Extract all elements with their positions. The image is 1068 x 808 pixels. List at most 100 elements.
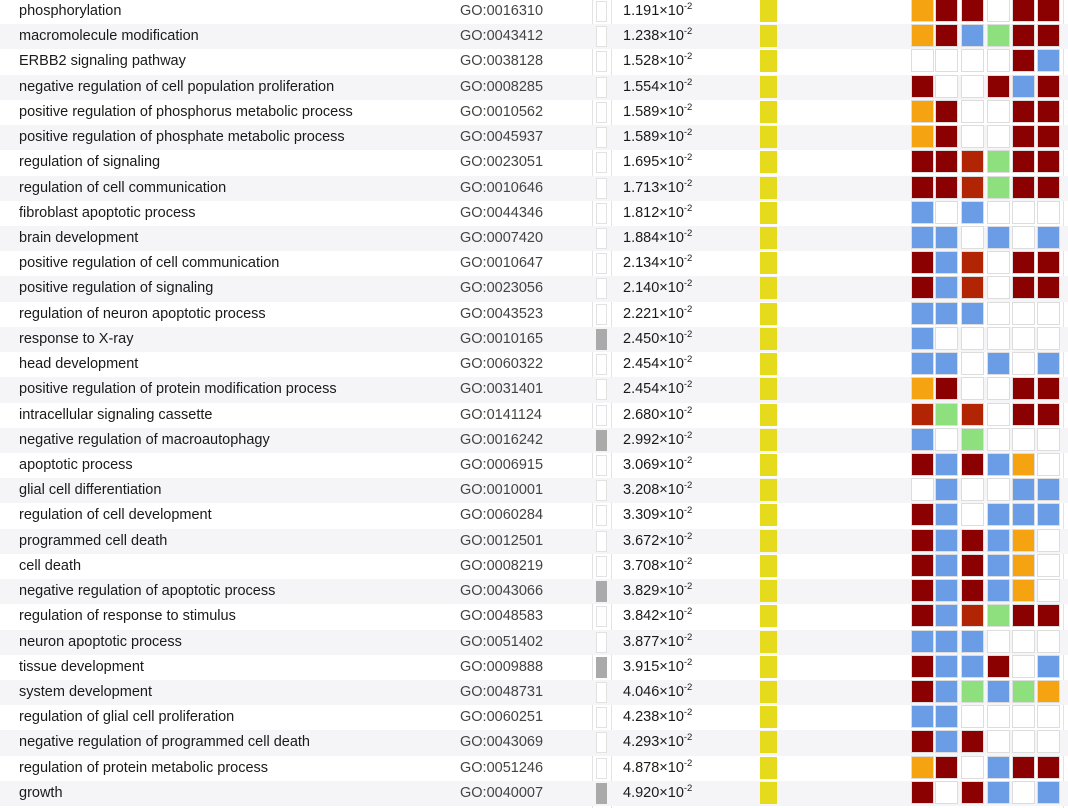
table-row[interactable]: positive regulation of signaling GO:00230… — [0, 276, 1068, 302]
heatmap-cell — [911, 705, 934, 729]
significance-indicator — [596, 278, 607, 300]
table-row[interactable]: ERBB2 signaling pathway GO:0038128 1.528×1… — [0, 49, 1068, 74]
heatmap-cell — [961, 301, 984, 325]
table-row[interactable]: head development GO:0060322 2.454×10-2 — [0, 352, 1068, 377]
table-row[interactable]: cell death GO:0008219 3.708×10-2 — [0, 553, 1068, 579]
go-id: GO:0043069 — [460, 734, 544, 751]
table-row[interactable]: positive regulation of protein modificat… — [0, 377, 1068, 403]
significance-indicator — [596, 101, 607, 123]
heatmap-cell — [987, 629, 1010, 653]
significance-indicator — [596, 429, 607, 451]
significance-indicator — [596, 404, 607, 426]
heatmap-cell — [1012, 478, 1035, 502]
go-term-name: regulation of response to stimulus — [19, 608, 236, 625]
p-value-mantissa: 1.191×10 — [623, 3, 684, 19]
heatmap-cell — [1037, 553, 1060, 577]
table-row[interactable]: programmed cell death GO:0012501 3.672×10-… — [0, 528, 1068, 554]
significance-indicator — [596, 76, 607, 98]
table-row[interactable]: negative regulation of apoptotic process… — [0, 579, 1068, 605]
table-row[interactable]: positive regulation of phosphorus metabo… — [0, 99, 1068, 125]
significance-indicator — [596, 681, 607, 703]
table-row[interactable]: system development GO:0048731 4.046×10-2 — [0, 679, 1068, 706]
p-value: 2.221×10-2 — [623, 302, 692, 327]
table-row[interactable]: brain development GO:0007420 1.884×10-2 — [0, 225, 1068, 252]
p-value: 1.589×10-2 — [623, 125, 692, 150]
enrichment-bar — [760, 50, 777, 73]
significance-indicator — [596, 177, 607, 199]
heatmap-cell — [961, 730, 984, 754]
table-row[interactable]: regulation of cell communication GO:00106… — [0, 175, 1068, 201]
table-row[interactable]: intracellular signaling cassette GO:01411… — [0, 402, 1068, 428]
go-term-name: system development — [19, 683, 152, 700]
p-value-exponent: -2 — [683, 76, 693, 88]
heatmap-cell — [911, 579, 934, 603]
heatmap-cell — [1012, 402, 1035, 426]
p-value-exponent: -2 — [683, 253, 693, 265]
table-row[interactable]: fibroblast apoptotic process GO:0044346 1.… — [0, 200, 1068, 226]
heatmap-cell — [935, 276, 958, 300]
p-value-mantissa: 2.454×10 — [623, 356, 684, 373]
go-id: GO:0010647 — [460, 255, 544, 272]
heatmap-cell — [911, 276, 934, 300]
table-row[interactable]: regulation of neuron apoptotic process GO… — [0, 301, 1068, 327]
enrichment-bar — [760, 0, 777, 22]
table-row[interactable]: positive regulation of phosphate metabol… — [0, 125, 1068, 151]
significance-indicator — [596, 631, 607, 653]
enrichment-bar — [760, 378, 777, 401]
go-id: GO:0051246 — [460, 759, 544, 776]
p-value-mantissa: 2.992×10 — [623, 431, 684, 448]
heatmap-cell — [961, 780, 984, 804]
table-row[interactable]: apoptotic process GO:0006915 3.069×10-2 — [0, 452, 1068, 478]
heatmap-cell — [1012, 175, 1035, 199]
table-row[interactable]: macromolecule modification GO:0043412 1.23… — [0, 24, 1068, 50]
enrichment-bar — [760, 151, 777, 174]
table-row[interactable]: negative regulation of cell population p… — [0, 74, 1068, 100]
heatmap-cell — [911, 755, 934, 779]
table-row[interactable]: neuron apoptotic process GO:0051402 3.877×… — [0, 629, 1068, 655]
p-value-exponent: -2 — [683, 354, 693, 366]
go-id: GO:0009888 — [460, 658, 544, 675]
heatmap-cell — [987, 49, 1010, 73]
go-term-name: tissue development — [19, 658, 144, 675]
table-row[interactable]: regulation of glial cell proliferation GO… — [0, 705, 1068, 730]
table-row[interactable]: positive regulation of cell communicatio… — [0, 251, 1068, 276]
table-row[interactable]: phosphorylation GO:0016310 1.191×10-2 — [0, 0, 1068, 24]
column-divider — [592, 0, 593, 808]
table-row[interactable]: regulation of cell development GO:0060284… — [0, 503, 1068, 528]
table-row[interactable]: regulation of response to stimulus GO:004… — [0, 604, 1068, 629]
table-row[interactable]: tissue development GO:0009888 3.915×10-2 — [0, 654, 1068, 680]
heatmap-cell — [911, 175, 934, 199]
p-value: 4.878×10-2 — [623, 756, 692, 781]
go-term-name: regulation of protein metabolic process — [19, 759, 269, 776]
table-row[interactable]: negative regulation of macroautophagy GO:… — [0, 427, 1068, 453]
p-value-exponent: -2 — [683, 101, 693, 113]
p-value: 3.842×10-2 — [623, 604, 692, 629]
p-value-mantissa: 2.450×10 — [623, 330, 684, 347]
heatmap-cell — [1037, 755, 1060, 779]
significance-indicator — [596, 606, 607, 628]
heatmap-cell — [987, 730, 1010, 754]
p-value: 3.708×10-2 — [623, 554, 692, 579]
table-row[interactable]: glial cell differentiation GO:0010001 3.20… — [0, 478, 1068, 504]
heatmap-cell — [1037, 352, 1060, 376]
table-row[interactable]: regulation of protein metabolic process G… — [0, 755, 1068, 781]
enrichment-bar — [760, 554, 777, 577]
table-row[interactable]: negative regulation of programmed cell d… — [0, 730, 1068, 756]
p-value-mantissa: 3.309×10 — [623, 507, 684, 524]
table-row[interactable]: growth GO:0040007 4.920×10-2 — [0, 780, 1068, 807]
heatmap-cell — [987, 99, 1010, 123]
go-id: GO:0016310 — [460, 3, 544, 19]
table-row[interactable]: response to X-ray GO:0010165 2.450×10-2 — [0, 326, 1068, 353]
heatmap-cell — [961, 604, 984, 628]
heatmap-cell — [1012, 503, 1035, 527]
go-id: GO:0048731 — [460, 683, 544, 700]
significance-indicator — [596, 227, 607, 249]
heatmap-cell — [911, 654, 934, 678]
heatmap-cell — [1012, 301, 1035, 325]
significance-indicator — [596, 782, 607, 804]
go-term-name: cell death — [19, 557, 82, 574]
table-row[interactable]: regulation of signaling GO:0023051 1.695×1… — [0, 150, 1068, 175]
p-value-mantissa: 3.069×10 — [623, 456, 684, 473]
p-value-exponent: -2 — [683, 1, 693, 12]
